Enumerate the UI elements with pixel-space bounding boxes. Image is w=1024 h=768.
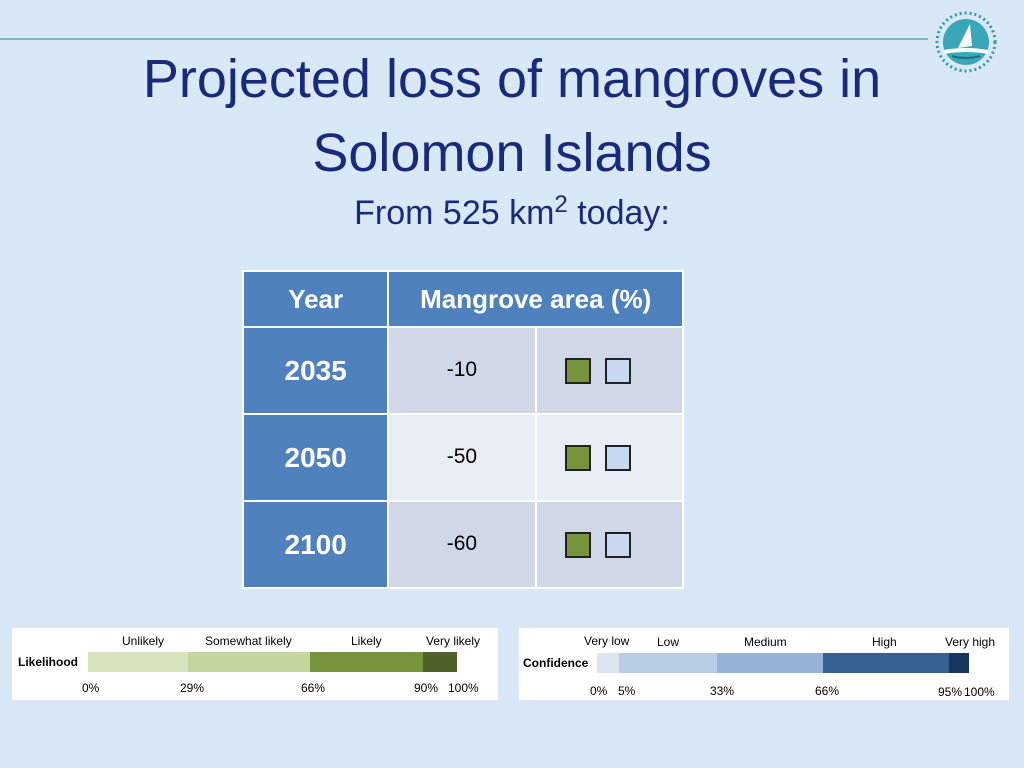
likelihood-title: Likelihood: [18, 655, 78, 669]
likelihood-segment-very-likely: [423, 652, 457, 672]
rating-cell: [534, 326, 685, 415]
slide-subtitle: From 525 km2 today:: [0, 190, 1024, 236]
likelihood-scale: Unlikely Somewhat likely Likely Very lik…: [12, 628, 498, 700]
likelihood-tick-label: 66%: [301, 681, 326, 695]
confidence-category-label: Medium: [744, 635, 787, 649]
likelihood-segment-somewhat-likely: [188, 652, 310, 672]
confidence-tick-label: 0%: [590, 684, 608, 698]
subtitle-superscript: 2: [554, 191, 568, 218]
likelihood-category-label: Likely: [351, 634, 382, 648]
likelihood-category-label: Somewhat likely: [205, 634, 292, 648]
confidence-category-label: High: [872, 635, 897, 649]
confidence-tick-label: 100%: [964, 685, 995, 699]
header-mangrove-area: Mangrove area (%): [387, 270, 684, 328]
confidence-tick-label: 33%: [710, 684, 735, 698]
likelihood-tick-label: 29%: [180, 681, 205, 695]
likelihood-category-label: Unlikely: [122, 634, 165, 648]
confidence-tick-label: 5%: [618, 684, 636, 698]
likelihood-tick-label: 0%: [82, 681, 100, 695]
organization-logo-icon: [935, 11, 997, 73]
title-line-2: Solomon Islands: [312, 123, 712, 183]
confidence-category-label: Very high: [945, 635, 996, 649]
table-row: 2100 -60: [241, 500, 685, 589]
slide-title: Projected loss of mangroves in Solomon I…: [0, 42, 1024, 190]
subtitle-prefix: From 525 km: [354, 194, 555, 232]
confidence-marker: [604, 358, 631, 384]
likelihood-marker: [564, 532, 591, 558]
value-cell: -50: [387, 413, 537, 502]
confidence-segment-very-low: [597, 653, 619, 673]
year-cell: 2100: [241, 500, 390, 589]
rating-cell: [534, 413, 685, 502]
confidence-category-label: Very low: [584, 634, 630, 648]
value-cell: -60: [387, 500, 537, 589]
confidence-marker: [604, 532, 631, 558]
likelihood-segment-likely: [310, 652, 423, 672]
confidence-segment-high: [823, 653, 949, 673]
confidence-title: Confidence: [523, 656, 589, 670]
header-divider-line: [0, 38, 928, 40]
confidence-category-label: Low: [657, 635, 680, 649]
rating-cell: [534, 500, 685, 589]
confidence-segment-low: [619, 653, 717, 673]
confidence-scale: Very low Low Medium High Very high Confi…: [519, 628, 1009, 700]
likelihood-category-label: Very likely: [426, 634, 481, 648]
likelihood-tick-label: 90%: [414, 681, 439, 695]
likelihood-tick-label: 100%: [448, 681, 479, 695]
value-cell: -10: [387, 326, 537, 415]
confidence-marker: [604, 445, 631, 471]
likelihood-segment-unlikely: [88, 652, 188, 672]
subtitle-suffix: today:: [567, 194, 670, 232]
confidence-segment-very-high: [949, 653, 969, 673]
year-cell: 2050: [241, 413, 390, 502]
table-row: 2050 -50: [241, 413, 685, 502]
confidence-tick-label: 66%: [815, 684, 840, 698]
likelihood-marker: [564, 358, 591, 384]
header-year: Year: [241, 270, 390, 328]
table-header-row: Year Mangrove area (%): [241, 270, 684, 328]
table-row: 2035 -10: [241, 326, 685, 415]
year-cell: 2035: [241, 326, 390, 415]
title-line-1: Projected loss of mangroves in: [142, 49, 882, 109]
mangrove-projection-table: Year Mangrove area (%) 2035 -10 2050 -50…: [241, 270, 685, 589]
confidence-segment-medium: [717, 653, 823, 673]
likelihood-marker: [564, 445, 591, 471]
confidence-tick-label: 95%: [938, 685, 963, 699]
